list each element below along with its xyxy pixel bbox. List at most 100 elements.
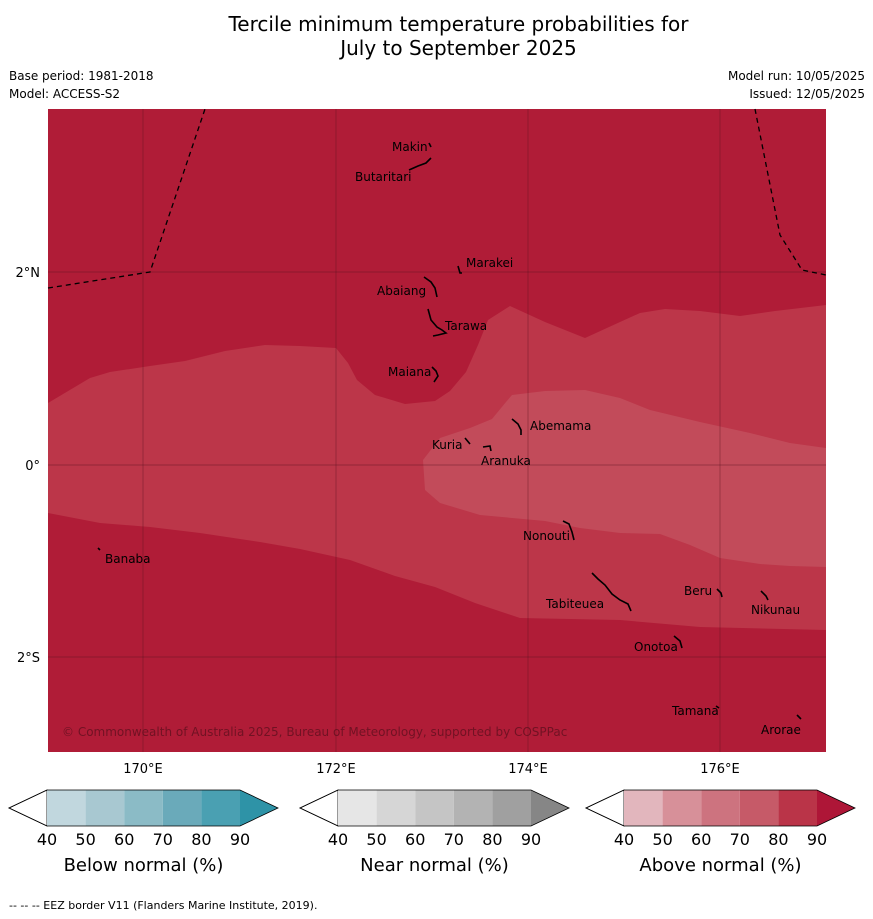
map-title: Tercile minimum temperature probabilitie… xyxy=(0,12,873,60)
colorbar-tick-label: 50 xyxy=(652,830,672,849)
island-abemama xyxy=(511,418,522,435)
island-tarawa xyxy=(427,308,448,337)
colorbar-high-extension xyxy=(531,790,569,826)
island-tamana xyxy=(715,705,720,709)
colorbar-segment xyxy=(124,790,163,826)
label-banaba: Banaba xyxy=(105,552,151,566)
island-makin xyxy=(428,142,432,148)
colorbar-segment xyxy=(778,790,817,826)
base-period: Base period: 1981-2018 xyxy=(9,69,154,83)
colorbar-segment xyxy=(47,790,86,826)
colorbar-outline xyxy=(299,789,570,827)
island-nikunau xyxy=(760,590,769,601)
label-tabiteuea: Tabiteuea xyxy=(545,597,604,611)
colorbar-outline xyxy=(585,789,856,827)
label-tamana: Tamana xyxy=(671,704,719,718)
place-labels: Makin Butaritari Marakei Abaiang Tarawa … xyxy=(105,140,801,737)
colorbar-segment xyxy=(624,790,663,826)
island-marakei xyxy=(457,265,462,274)
island-maiana xyxy=(431,366,439,383)
colorbar-title: Near normal (%) xyxy=(360,855,509,876)
colorbar-tick-label: 80 xyxy=(482,830,502,849)
colorbar-segment xyxy=(739,790,779,826)
label-maiana: Maiana xyxy=(388,365,431,379)
label-kuria: Kuria xyxy=(432,438,463,452)
colorbar-tick-label: 40 xyxy=(328,830,348,849)
colorbar-tick-label: 70 xyxy=(444,830,464,849)
island-onotoa xyxy=(673,635,683,649)
label-abaiang: Abaiang xyxy=(377,284,426,298)
colorbar-tick-label: 60 xyxy=(691,830,711,849)
colorbar-segment xyxy=(415,790,454,826)
colorbar-tick-label: 90 xyxy=(807,830,827,849)
label-makin: Makin xyxy=(392,140,428,154)
colorbar-low-extension xyxy=(299,789,339,827)
colorbar-segment xyxy=(376,790,416,826)
colorbar-1: 40 50 60 70 80 90 Below normal (%) xyxy=(8,789,279,876)
island-beru xyxy=(716,588,723,598)
label-marakei: Marakei xyxy=(466,256,513,270)
colorbar-tick-label: 70 xyxy=(153,830,173,849)
colorbar-tick-label: 50 xyxy=(366,830,386,849)
issued-date: Issued: 12/05/2025 xyxy=(749,87,865,101)
colorbar-low-extension xyxy=(585,789,625,827)
colorbar-segment xyxy=(453,790,493,826)
lon-label-172: 172°E xyxy=(316,762,356,777)
colorbar-segment xyxy=(85,790,125,826)
label-arorae: Arorae xyxy=(761,723,801,737)
lat-label-2s: 2°S xyxy=(17,651,40,666)
colorbar-segment xyxy=(701,790,740,826)
model-name: Model: ACCESS-S2 xyxy=(9,87,121,101)
colorbar-segment xyxy=(201,790,240,826)
island-kuria xyxy=(464,437,471,445)
lon-label-176: 176°E xyxy=(700,762,740,777)
meta-left: Base period: 1981-2018 Model: ACCESS-S2 xyxy=(9,67,154,103)
label-abemama: Abemama xyxy=(530,419,591,433)
lon-label-170: 170°E xyxy=(123,762,163,777)
colorbar-segment xyxy=(338,790,377,826)
colorbar-low-extension xyxy=(8,789,48,827)
colorbar-segment xyxy=(162,790,202,826)
colorbar-tick-label: 80 xyxy=(768,830,788,849)
island-tabiteuea xyxy=(591,572,632,612)
lat-label-0: 0° xyxy=(25,459,40,474)
colorbar-tick-label: 90 xyxy=(521,830,541,849)
label-nonouti: Nonouti xyxy=(523,529,570,543)
label-onotoa: Onotoa xyxy=(634,640,678,654)
island-nonouti xyxy=(562,520,575,541)
island-aranuka xyxy=(482,445,492,452)
colorbar-high-extension xyxy=(817,790,855,826)
colorbar-title: Above normal (%) xyxy=(639,855,801,876)
label-beru: Beru xyxy=(684,584,712,598)
label-tarawa: Tarawa xyxy=(444,319,487,333)
island-arorae xyxy=(796,714,802,720)
map-panel: Makin Butaritari Marakei Abaiang Tarawa … xyxy=(47,108,827,752)
colorbar-tick-label: 40 xyxy=(37,830,57,849)
colorbar-tick-label: 50 xyxy=(75,830,95,849)
model-run: Model run: 10/05/2025 xyxy=(727,69,865,83)
title-line-1: Tercile minimum temperature probabilitie… xyxy=(228,12,689,36)
colorbar-segment xyxy=(492,790,531,826)
colorbar-segment xyxy=(662,790,702,826)
label-butaritari: Butaritari xyxy=(355,170,412,184)
axis-labels: 2°N 0° 2°S 170°E 172°E 174°E 176°E xyxy=(16,266,740,777)
colorbar-tick-label: 70 xyxy=(730,830,750,849)
lon-label-174: 174°E xyxy=(508,762,548,777)
colorbar-tick-label: 90 xyxy=(230,830,250,849)
island-butaritari xyxy=(408,157,432,171)
colorbar-title: Below normal (%) xyxy=(64,855,224,876)
eez-footnote: -- -- -- EEZ border V11 (Flanders Marine… xyxy=(9,899,318,912)
island-abaiang xyxy=(423,276,438,298)
title-line-2: July to September 2025 xyxy=(340,36,577,60)
copyright-notice: © Commonwealth of Australia 2025, Bureau… xyxy=(62,725,567,739)
colorbar-tick-label: 80 xyxy=(191,830,211,849)
colorbar-tick-label: 60 xyxy=(405,830,425,849)
islands xyxy=(97,142,802,720)
colorbar-2: 40 50 60 70 80 90 Near normal (%) xyxy=(299,789,570,876)
colorbar-3: 40 50 60 70 80 90 Above normal (%) xyxy=(585,789,856,876)
graticule xyxy=(48,109,826,752)
colorbars: 40 50 60 70 80 90 Below normal (%) 40 50 60 70 80 90… xyxy=(8,789,856,876)
island-banaba xyxy=(97,547,101,551)
lat-label-2n: 2°N xyxy=(16,266,41,281)
